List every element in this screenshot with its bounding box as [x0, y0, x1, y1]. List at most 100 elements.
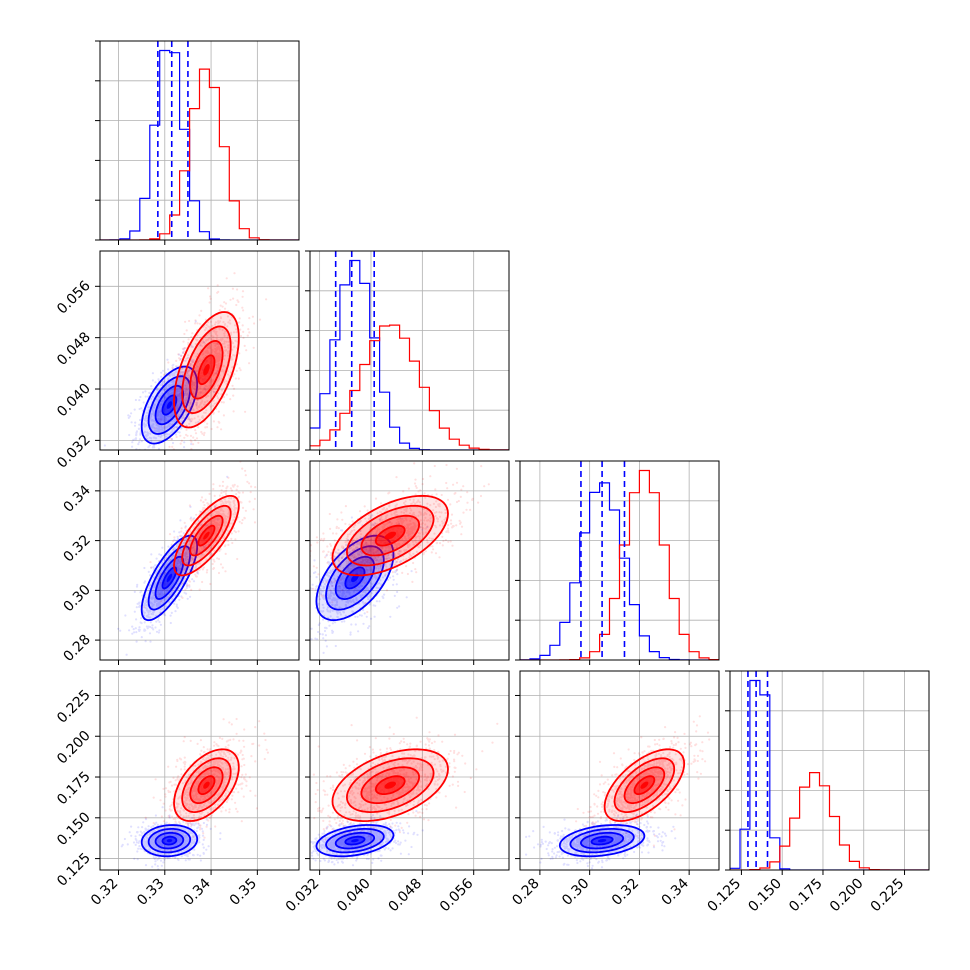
scatter-point	[153, 601, 156, 604]
scatter-point	[207, 523, 210, 526]
histogram-series-0	[310, 259, 509, 450]
scatter-point	[161, 607, 164, 610]
scatter-point	[253, 497, 256, 500]
scatter-point	[188, 369, 191, 372]
scatter-point	[155, 427, 158, 430]
scatter-point	[176, 383, 179, 386]
scatter-point	[212, 412, 215, 415]
scatter-point	[167, 393, 170, 396]
scatter-point	[180, 562, 183, 565]
scatter-point	[216, 291, 219, 294]
scatter-point	[150, 602, 153, 605]
scatter-point	[367, 543, 370, 546]
scatter-point	[384, 546, 388, 549]
scatter-point	[162, 566, 166, 569]
scatter-point	[316, 541, 319, 544]
scatter-point	[190, 588, 193, 592]
scatter-point	[217, 354, 220, 357]
scatter-point	[374, 497, 378, 500]
scatter-point	[207, 503, 210, 506]
scatter-point	[149, 391, 152, 395]
scatter-point	[234, 507, 237, 510]
scatter-point	[185, 388, 188, 391]
scatter-point	[167, 385, 170, 388]
scatter-point	[159, 414, 162, 417]
scatter-point	[365, 587, 368, 590]
scatter-point	[351, 549, 354, 552]
scatter-point	[144, 596, 147, 599]
scatter-point	[310, 627, 313, 630]
scatter-point	[242, 336, 245, 339]
scatter-point	[336, 612, 339, 615]
contour-series-0	[154, 555, 185, 600]
scatter-point	[223, 518, 226, 521]
scatter-point	[399, 560, 403, 563]
scatter-point	[160, 579, 163, 582]
scatter-point	[331, 584, 334, 587]
scatter-point	[176, 558, 179, 562]
scatter-point	[226, 325, 229, 328]
scatter-point	[341, 583, 344, 586]
scatter-point	[175, 603, 178, 606]
scatter-point	[150, 415, 153, 418]
scatter-point	[432, 548, 435, 551]
scatter-point	[193, 517, 196, 520]
scatter-point	[204, 391, 207, 394]
scatter-point	[165, 596, 168, 600]
scatter-point	[410, 554, 413, 558]
scatter-point	[359, 594, 362, 597]
scatter-point	[229, 371, 232, 374]
scatter-point	[195, 369, 198, 372]
scatter-point	[184, 588, 187, 591]
scatter-point	[157, 395, 160, 398]
scatter-point	[465, 508, 468, 511]
contour-series-1	[197, 524, 216, 547]
scatter-point	[194, 432, 198, 435]
scatter-point	[399, 560, 402, 564]
contour-series-0	[140, 365, 199, 445]
scatter-point	[220, 491, 223, 495]
scatter-point	[216, 526, 219, 529]
scatter-point	[213, 330, 216, 333]
scatter-point	[199, 531, 202, 534]
scatter-point	[369, 548, 372, 551]
scatter-point	[368, 550, 371, 553]
y-tick-label: 0.30	[60, 582, 93, 615]
scatter-point	[224, 492, 227, 496]
scatter-point	[197, 360, 200, 363]
scatter-point	[346, 591, 349, 594]
scatter-point	[308, 587, 310, 589]
scatter-point	[139, 433, 142, 436]
scatter-point	[345, 560, 348, 563]
scatter-point	[177, 415, 180, 418]
scatter-point	[215, 529, 218, 532]
scatter-point	[165, 605, 168, 608]
scatter-point	[206, 350, 209, 353]
scatter-point	[219, 508, 222, 511]
scatter-point	[153, 436, 156, 439]
scatter-point	[159, 415, 162, 419]
scatter-point	[168, 593, 171, 596]
scatter-point	[204, 351, 207, 354]
scatter-point	[160, 403, 163, 406]
scatter-point	[188, 504, 191, 507]
scatter-point	[239, 369, 242, 372]
scatter-point	[357, 630, 360, 633]
scatter-point	[322, 597, 326, 600]
scatter-point	[179, 396, 182, 399]
scatter-point	[185, 374, 188, 377]
scatter-point	[396, 590, 399, 594]
y-tick-label: 0.34	[60, 482, 93, 515]
scatter-point	[219, 509, 222, 512]
scatter-point	[367, 561, 371, 564]
scatter-point	[215, 512, 218, 515]
scatter-point	[413, 522, 416, 525]
scatter-point	[162, 607, 165, 610]
scatter-point	[200, 530, 203, 534]
scatter-point	[211, 512, 214, 515]
scatter-point	[192, 387, 195, 390]
scatter-point	[183, 541, 186, 544]
scatter-point	[179, 553, 182, 556]
scatter-point	[327, 606, 330, 609]
scatter-point	[159, 584, 162, 587]
